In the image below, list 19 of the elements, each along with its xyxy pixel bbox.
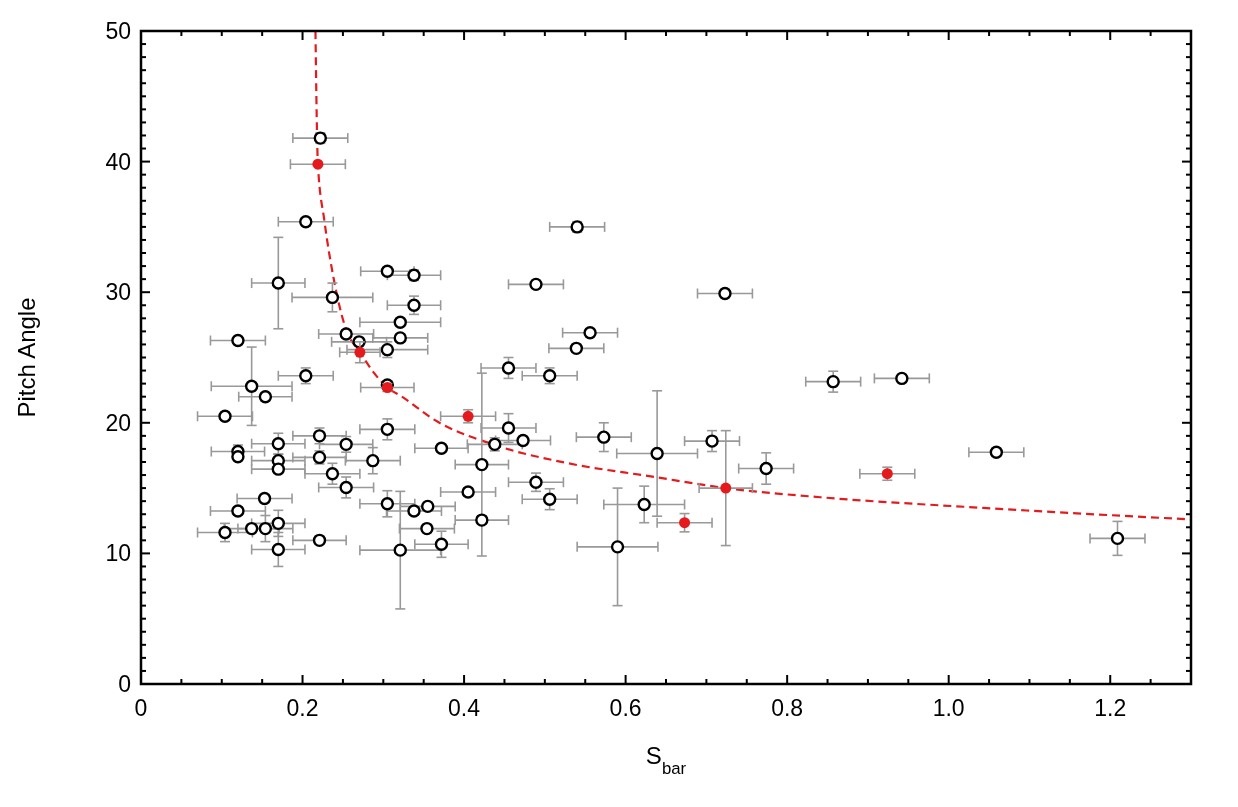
x-tick-label: 0.8 <box>771 695 804 721</box>
x-tick-label: 1.2 <box>1094 695 1127 721</box>
x-axis-title: S$_{bar}$ <box>645 742 687 778</box>
x-tick-label: 0.4 <box>448 695 481 721</box>
y-tick-label: 50 <box>105 18 131 45</box>
y-axis-title: Pitch Angle <box>13 297 40 418</box>
y-tick-label: 40 <box>105 148 131 175</box>
y-tick-label: 0 <box>118 671 131 698</box>
y-tick-label: 10 <box>105 540 131 567</box>
x-tick-label: 0.6 <box>609 695 642 721</box>
point <box>312 158 324 170</box>
x-tick-label: 0 <box>134 695 148 721</box>
x-tick-label: 1.0 <box>932 695 965 721</box>
point <box>720 482 732 494</box>
y-tick-label: 20 <box>105 409 131 436</box>
point <box>354 346 366 358</box>
y-tick-label: 30 <box>105 279 131 306</box>
point <box>679 517 691 529</box>
x-tick-label: 0.2 <box>286 695 319 721</box>
